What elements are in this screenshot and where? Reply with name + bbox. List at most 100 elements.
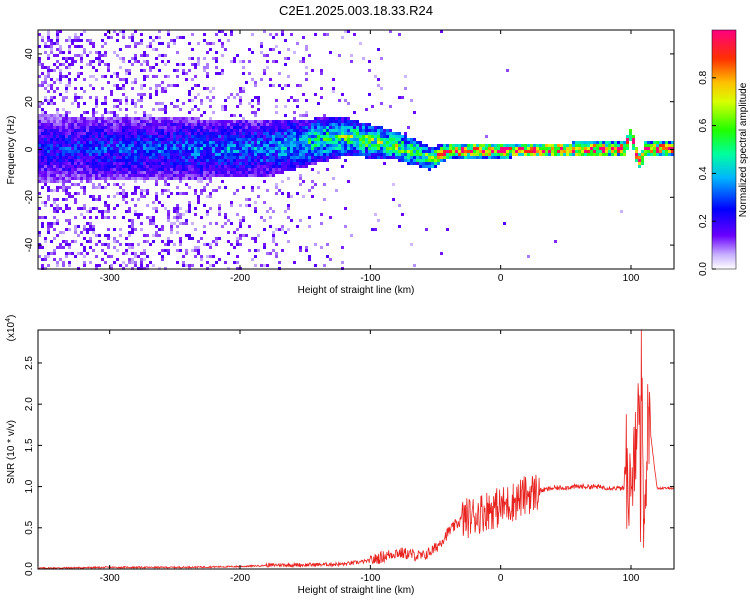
spectrogram-cell (173, 135, 176, 138)
spectrogram-cell (329, 120, 332, 123)
spectrogram-cell (158, 120, 161, 123)
spectrogram-cell (410, 144, 413, 147)
spectrogram-cell (104, 42, 107, 45)
spectrogram-cell (239, 174, 242, 177)
spectrogram-cell (338, 141, 341, 144)
spectrogram-cell (278, 228, 281, 231)
spectrogram-cell (104, 153, 107, 156)
spectrogram-cell (299, 144, 302, 147)
spectrogram-cell (215, 60, 218, 63)
spectrogram-cell (389, 144, 392, 147)
spectrogram-cell (299, 165, 302, 168)
spectrogram-cell (371, 147, 374, 150)
spectrogram-cell (242, 186, 245, 189)
spectrogram-cell (350, 129, 353, 132)
spectrogram-cell (425, 159, 428, 162)
spectrogram-cell (245, 153, 248, 156)
spectrogram-cell (221, 225, 224, 228)
spectrogram-cell (314, 126, 317, 129)
spectrogram-cell (287, 99, 290, 102)
spectrogram-cell (389, 105, 392, 108)
spectrogram-cell (317, 138, 320, 141)
spectrogram-cell (269, 138, 272, 141)
spectrogram-cell (95, 174, 98, 177)
spectrogram-cell (512, 150, 515, 153)
spectrogram-cell (641, 159, 644, 162)
spectrogram-cell (377, 147, 380, 150)
spectrogram-cell (122, 189, 125, 192)
spectrogram-cell (62, 117, 65, 120)
spectrogram-cell (209, 132, 212, 135)
spectrogram-cell (152, 162, 155, 165)
spectrogram-cell (269, 171, 272, 174)
spectrogram-cell (68, 222, 71, 225)
spectrogram-cell (182, 264, 185, 267)
spectrogram-cell (197, 246, 200, 249)
spectrogram-cell (158, 162, 161, 165)
spectrogram-cell (92, 45, 95, 48)
spectrogram-cell (260, 153, 263, 156)
spectrogram-cell (275, 165, 278, 168)
spectrogram-cell (125, 177, 128, 180)
spectrogram-cell (62, 114, 65, 117)
spectrogram-cell (419, 144, 422, 147)
spectrogram-cell (167, 216, 170, 219)
spectrogram-cell (230, 132, 233, 135)
spectrogram-cell (638, 159, 641, 162)
spectrogram-cell (155, 87, 158, 90)
spectrogram-cell (152, 174, 155, 177)
spectrogram-cell (302, 123, 305, 126)
spectrogram-x-ticks: -300 -200 -100 0 100 (100, 30, 640, 284)
spectrogram-cell (53, 237, 56, 240)
spectrogram-cell (53, 90, 56, 93)
spectrogram-cell (413, 153, 416, 156)
spectrogram-cell (230, 204, 233, 207)
spectrogram-cell (98, 123, 101, 126)
spectrogram-cell (122, 156, 125, 159)
spectrogram-cell (332, 141, 335, 144)
spectrogram-cell (248, 132, 251, 135)
spectrogram-cell (71, 123, 74, 126)
spectrogram-cell (665, 144, 668, 147)
spectrogram-cell (425, 165, 428, 168)
spectrogram-cell (314, 150, 317, 153)
spectrogram-cell (275, 252, 278, 255)
spectrogram-cell (98, 240, 101, 243)
spectrogram-cell (74, 255, 77, 258)
spectrogram-cell (71, 120, 74, 123)
spectrogram-cell (173, 147, 176, 150)
spectrogram-cell (362, 150, 365, 153)
spectrogram-cell (116, 156, 119, 159)
spectrogram-cell (329, 258, 332, 261)
spectrogram-cell (71, 159, 74, 162)
spectrogram-cell (494, 144, 497, 147)
spectrogram-cell (155, 63, 158, 66)
spectrogram-cell (293, 120, 296, 123)
spectrogram-cell (227, 150, 230, 153)
spectrogram-cell (305, 78, 308, 81)
spectrogram-cell (368, 138, 371, 141)
spectrogram-cell (41, 120, 44, 123)
spectrogram-cell (236, 123, 239, 126)
spectrogram-cell (230, 201, 233, 204)
spectrogram-cell (287, 147, 290, 150)
spectrogram-cell (89, 132, 92, 135)
spectrogram-cell (170, 102, 173, 105)
spectrogram-cell (59, 72, 62, 75)
spectrogram-cell (71, 150, 74, 153)
spectrogram-cell (125, 123, 128, 126)
spectrogram-cell (347, 102, 350, 105)
spectrogram-cell (239, 162, 242, 165)
spectrogram-cell (113, 147, 116, 150)
spectrogram-cell (395, 138, 398, 141)
spectrogram-cell (302, 141, 305, 144)
spectrogram-cell (167, 138, 170, 141)
spectrogram-cell (125, 117, 128, 120)
spectrogram-cell (278, 261, 281, 264)
spectrogram-cell (269, 252, 272, 255)
spectrogram-cell (200, 102, 203, 105)
spectrogram-cell (410, 243, 413, 246)
spectrogram-cell (629, 129, 632, 132)
spectrogram-cell (191, 99, 194, 102)
spectrogram-cell (149, 153, 152, 156)
